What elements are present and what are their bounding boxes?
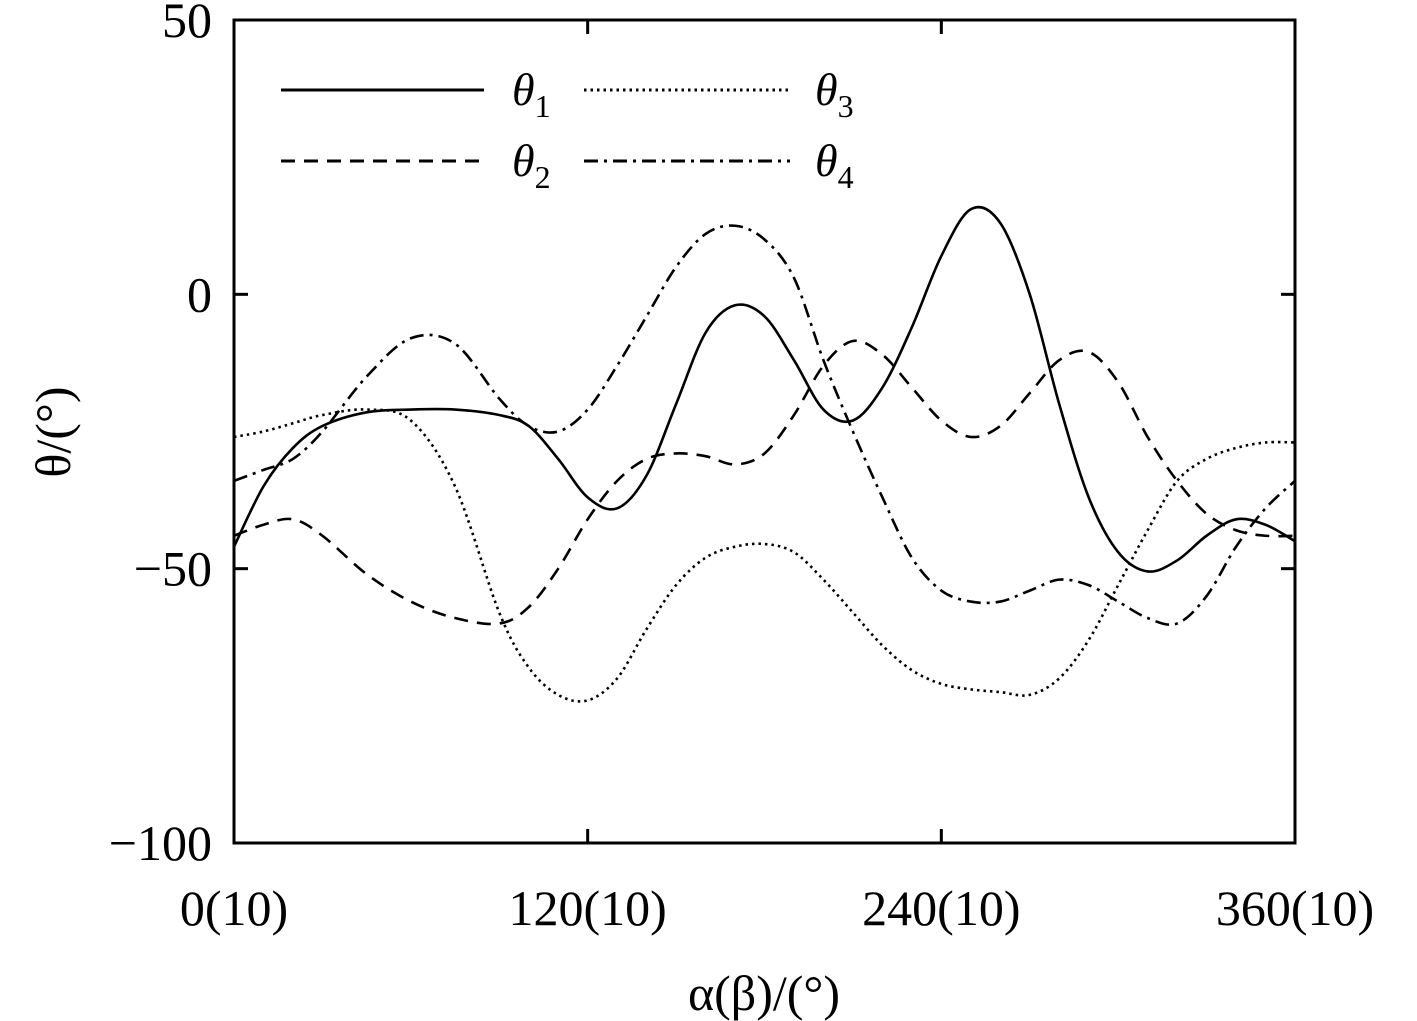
y-tick-label: −100 — [109, 815, 212, 871]
x-tick-label: 120(10) — [509, 880, 667, 936]
x-tick-label: 240(10) — [862, 880, 1020, 936]
legend-label-2: θ2 — [512, 135, 551, 195]
x-tick-label: 0(10) — [180, 880, 288, 936]
ticks-layer: 0(10) 120(10) 240(10) 360(10) −100 −50 0 50 — [109, 0, 1374, 936]
legend-label-4: θ4 — [815, 135, 854, 195]
y-tick-label: 50 — [162, 0, 212, 48]
x-axis-title: α(β)/(°) — [688, 965, 840, 1021]
series-layer — [232, 205, 1296, 703]
x-tick-label: 360(10) — [1216, 880, 1374, 936]
y-tick-label: 0 — [187, 266, 212, 322]
series-line-2 — [233, 339, 1296, 626]
series-line-3 — [233, 408, 1296, 703]
series-line-4 — [233, 224, 1296, 627]
legend-label-3: θ3 — [815, 64, 854, 124]
series-line-1 — [232, 205, 1296, 573]
plot-frame — [232, 18, 1297, 845]
legend-label-1: θ1 — [512, 64, 551, 124]
y-axis-title: θ/(°) — [25, 386, 81, 477]
y-tick-label: −50 — [134, 541, 212, 597]
legend: θ1 θ2 θ3 θ4 — [281, 64, 854, 195]
